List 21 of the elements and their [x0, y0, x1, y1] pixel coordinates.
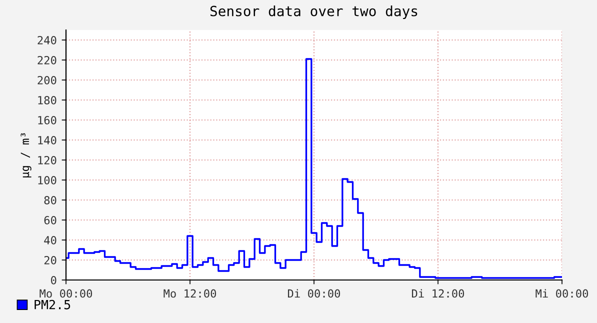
y-axis-title: µg / m³: [20, 133, 32, 178]
x-tick-label: Di 12:00: [412, 289, 464, 298]
y-tick-label: 180: [38, 96, 56, 104]
y-tick-label: 140: [38, 136, 56, 144]
y-tick-label: 160: [38, 116, 56, 124]
y-tick-label: 0: [51, 276, 56, 284]
legend-label: PM2.5: [34, 300, 70, 310]
y-tick-label: 60: [44, 216, 56, 224]
x-tick-label: Mo 12:00: [164, 289, 216, 298]
y-tick-label: 240: [38, 36, 56, 44]
y-tick-label: 80: [44, 196, 56, 204]
x-tick-label: Di 00:00: [288, 289, 340, 298]
y-tick-label: 220: [38, 56, 56, 64]
y-tick-label: 100: [38, 176, 56, 184]
chart-title: Sensor data over two days: [210, 6, 418, 19]
x-tick-label: Mi 00:00: [536, 289, 588, 298]
y-tick-label: 200: [38, 76, 56, 84]
y-tick-label: 120: [38, 156, 56, 164]
x-tick-label: Mo 00:00: [40, 289, 92, 298]
y-tick-label: 40: [44, 236, 56, 244]
y-tick-label: 20: [44, 256, 56, 264]
